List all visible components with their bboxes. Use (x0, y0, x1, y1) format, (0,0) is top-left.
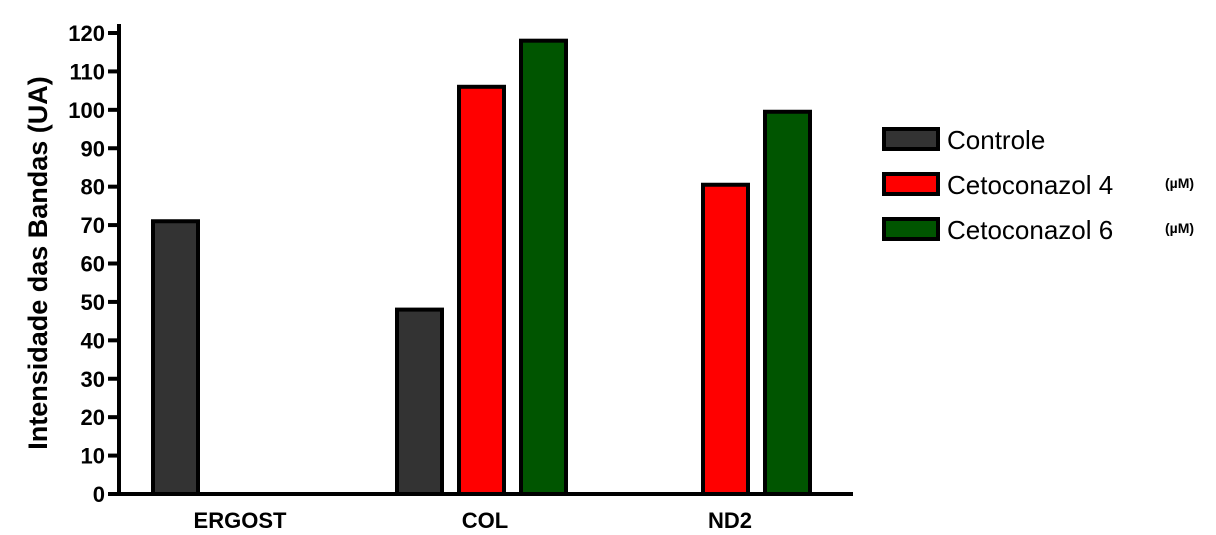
y-tick-label: 10 (81, 444, 105, 469)
y-tick-label: 90 (81, 136, 105, 161)
y-axis-ticks: 0 10 20 30 40 50 60 70 80 90 100 110 120 (68, 21, 119, 507)
y-tick-label: 60 (81, 252, 105, 277)
x-category-label: COL (462, 508, 508, 533)
legend-label: Controle (947, 125, 1045, 155)
y-tick-label: 20 (81, 405, 105, 430)
bar (763, 109, 812, 496)
legend-unit-label: (µM) (1165, 220, 1194, 236)
legend-swatch (882, 172, 940, 196)
x-category-label: ND2 (708, 508, 752, 533)
legend-swatch (882, 127, 940, 151)
y-tick-label: 100 (68, 98, 105, 123)
y-axis-title-group: Intensidade das Bandas (UA) (23, 76, 53, 450)
bars (151, 38, 812, 497)
y-tick-label: 0 (93, 482, 105, 507)
bar (395, 307, 444, 496)
y-tick-label: 70 (81, 213, 105, 238)
bar (701, 182, 750, 497)
axes (117, 24, 853, 496)
y-tick-label: 50 (81, 290, 105, 315)
legend-unit-label: (µM) (1165, 175, 1194, 191)
x-category-label: ERGOST (194, 508, 287, 533)
y-tick-label: 30 (81, 367, 105, 392)
legend-label: Cetoconazol 6 (947, 215, 1113, 245)
bar (457, 84, 506, 497)
bar (519, 38, 568, 497)
legend-swatch (882, 217, 940, 241)
legend-label: Cetoconazol 4 (947, 170, 1113, 200)
x-axis-labels: ERGOST COL ND2 (194, 508, 752, 533)
y-tick-label: 120 (68, 21, 105, 46)
y-tick-label: 40 (81, 328, 105, 353)
legend: Controle Cetoconazol 4 (µM) Cetoconazol 6 (µ… (882, 125, 1194, 245)
y-axis-title: Intensidade das Bandas (UA) (23, 76, 53, 450)
y-tick-label: 110 (70, 59, 106, 84)
y-tick-label: 80 (81, 175, 105, 200)
bar (151, 219, 200, 496)
